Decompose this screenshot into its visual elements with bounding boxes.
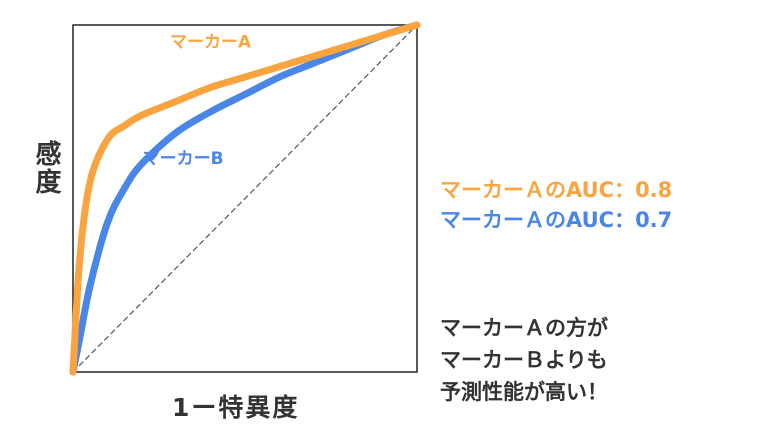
- annotation-marker-b: マーカーB: [143, 149, 224, 169]
- auc-marker-a: マーカーＡのAUC：0.8: [440, 178, 673, 202]
- conclusion-line-2: マーカーＢよりも: [440, 348, 608, 372]
- auc-marker-b: マーカーＡのAUC：0.7: [440, 208, 673, 232]
- series-marker-a-line: [69, 21, 421, 376]
- plot-frame: [72, 24, 418, 373]
- conclusion-line-3: 予測性能が高い！: [440, 380, 608, 404]
- conclusion-line-1: マーカーＡの方が: [440, 316, 608, 340]
- reference-diagonal-line: [72, 24, 418, 373]
- x-axis-label: 1ー特異度: [172, 393, 300, 422]
- series-marker-b-line: [69, 21, 421, 376]
- conclusion-text: マーカーＡの方が マーカーＢよりも 予測性能が高い！: [440, 312, 608, 408]
- annotation-marker-a: マーカーA: [170, 33, 252, 53]
- y-axis-label: 感度: [31, 140, 61, 196]
